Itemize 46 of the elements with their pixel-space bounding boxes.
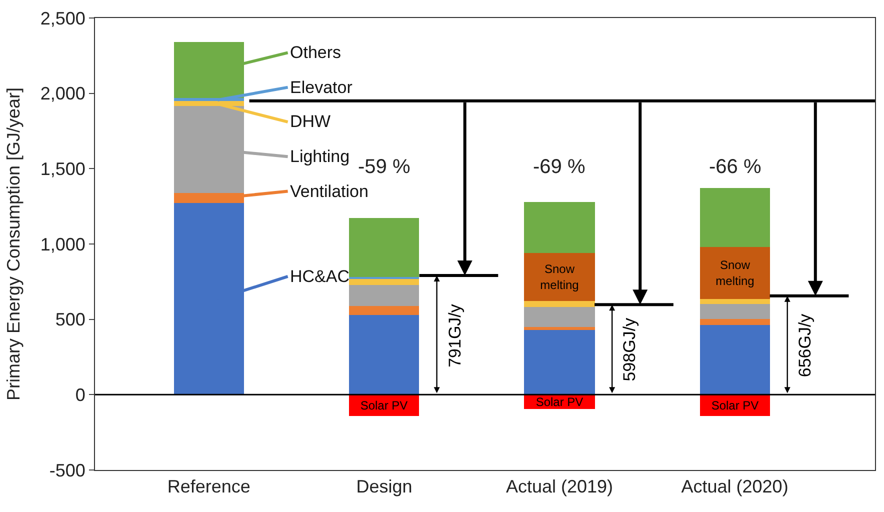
series-label: Snow melting — [540, 262, 579, 292]
legend-label: Ventilation — [290, 182, 368, 201]
legend-label: Elevator — [290, 78, 353, 97]
bar — [700, 299, 770, 304]
legend-label: Others — [290, 43, 342, 62]
text: Solar PV — [360, 398, 408, 412]
y-tick-label: 1,500 — [40, 158, 86, 179]
y-axis-title: Primary Energy Consumption [GJ/year] — [4, 87, 24, 401]
x-tick-label: Actual (2020) — [681, 476, 788, 497]
bar — [524, 253, 595, 301]
annotation: -69 % — [533, 156, 586, 178]
text: Solar PV — [711, 398, 759, 412]
bar — [524, 330, 595, 395]
annotation: -59 % — [358, 156, 410, 178]
ref-line-label: 791GJ/y — [445, 304, 464, 368]
bar — [700, 247, 770, 299]
bar — [700, 304, 770, 319]
bar — [349, 285, 419, 306]
bar — [524, 301, 595, 307]
bar — [700, 325, 770, 395]
series-label: Solar PV — [536, 395, 584, 409]
legend-label: DHW — [290, 112, 331, 131]
annotation: -66 % — [709, 156, 762, 178]
bar — [700, 188, 770, 247]
ref-line-label: 598GJ/y — [620, 317, 639, 382]
y-tick-label: 2,000 — [40, 84, 86, 104]
ref-line-label: 656GJ/y — [796, 313, 815, 378]
x-tick-label: Reference — [167, 476, 250, 497]
bar — [700, 319, 770, 325]
bar — [524, 307, 595, 327]
y-tick-label: 500 — [55, 310, 86, 330]
bar — [349, 279, 419, 285]
x-tick-label: Actual (2019) — [506, 476, 614, 497]
bar — [524, 202, 595, 253]
legend-label: Lighting — [290, 147, 350, 166]
text: Snow melting — [716, 258, 754, 288]
legend-label: HC&AC — [290, 267, 350, 286]
y-tick-label: -500 — [49, 460, 86, 480]
y-tick-label: 0 — [75, 384, 86, 405]
bar — [349, 218, 419, 277]
bar — [524, 327, 595, 330]
x-tick-label: Design — [356, 476, 412, 497]
y-tick-label: 2,500 — [40, 8, 86, 28]
bar — [349, 306, 419, 315]
bar — [349, 315, 419, 395]
y-tick-label: 1,000 — [40, 234, 86, 254]
